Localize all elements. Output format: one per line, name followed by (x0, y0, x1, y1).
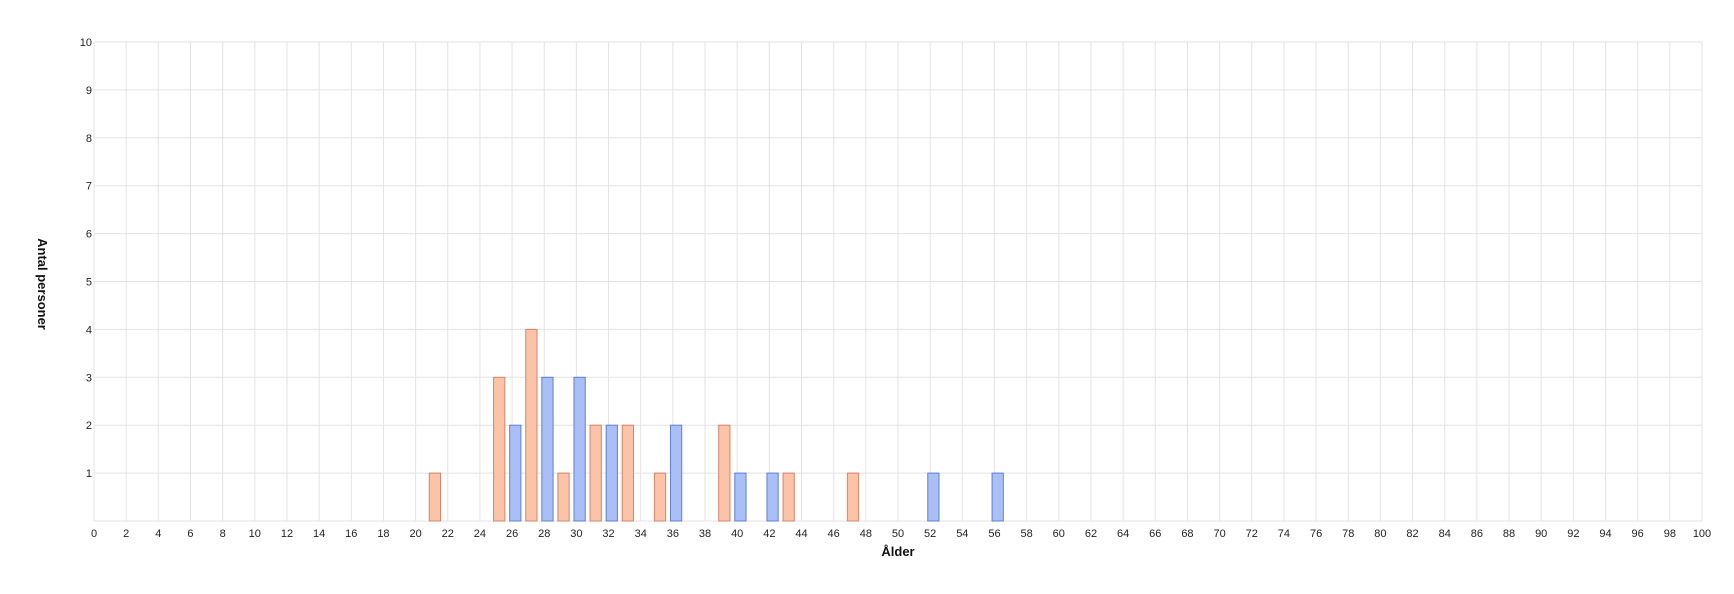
grid-lines (93, 41, 1703, 522)
x-tick-label: 42 (763, 528, 775, 540)
x-tick-label: 74 (1278, 528, 1290, 540)
x-tick-label: 66 (1149, 528, 1161, 540)
x-tick-label: 78 (1342, 528, 1354, 540)
bar-series-1 (621, 424, 634, 522)
x-tick-label: 28 (538, 528, 550, 540)
y-tick-label: 10 (80, 37, 92, 49)
bar-series-2 (605, 424, 618, 522)
x-tick-label: 46 (828, 528, 840, 540)
x-tick-label: 60 (1053, 528, 1065, 540)
x-tick-label: 96 (1632, 528, 1644, 540)
bar-series-1 (428, 472, 442, 522)
x-tick-label: 4 (155, 528, 161, 540)
y-tick-label: 6 (86, 229, 92, 241)
x-tick-label: 56 (988, 528, 1000, 540)
x-tick-label: 62 (1085, 528, 1097, 540)
bar-series-1 (653, 472, 667, 522)
x-tick-label: 40 (731, 528, 743, 540)
x-tick-label: 64 (1117, 528, 1129, 540)
bar-series-1 (557, 472, 570, 522)
bar-series-2 (573, 376, 586, 522)
bar-series-2 (991, 472, 1004, 522)
x-tick-label: 24 (474, 528, 486, 540)
bar-series-1 (718, 424, 731, 522)
x-tick-label: 88 (1503, 528, 1515, 540)
x-tick-label: 50 (892, 528, 904, 540)
x-tick-label: 92 (1567, 528, 1579, 540)
bar-series-1 (846, 472, 860, 522)
x-axis-title: Ålder (881, 544, 914, 559)
x-tick-label: 14 (313, 528, 325, 540)
x-tick-label: 20 (409, 528, 421, 540)
bar-series-1 (525, 328, 538, 522)
y-tick-label: 3 (86, 372, 92, 384)
x-tick-label: 54 (956, 528, 968, 540)
x-tick-label: 22 (442, 528, 454, 540)
bars (428, 328, 1004, 522)
x-tick-label: 90 (1535, 528, 1547, 540)
bar-series-1 (782, 472, 795, 522)
y-tick-label: 9 (86, 85, 92, 97)
bar-series-2 (669, 424, 683, 522)
x-tick-label: 70 (1213, 528, 1225, 540)
x-axis-ticks: 0 2 4 6 8 10 12 14 16 18 20 22 24 26 28 30 32 34 36 38 40 42 4… (91, 528, 1711, 540)
bar-series-2 (509, 424, 522, 522)
y-tick-label: 8 (86, 133, 92, 145)
x-tick-label: 32 (602, 528, 614, 540)
x-tick-label: 86 (1471, 528, 1483, 540)
x-tick-label: 80 (1374, 528, 1386, 540)
x-tick-label: 12 (281, 528, 293, 540)
x-tick-label: 100 (1693, 528, 1711, 540)
x-tick-label: 16 (345, 528, 357, 540)
bar-series-2 (766, 472, 779, 522)
x-tick-label: 8 (220, 528, 226, 540)
bar-series-2 (927, 472, 940, 522)
x-tick-label: 36 (667, 528, 679, 540)
bar-series-1 (493, 376, 506, 522)
bar-series-2 (734, 472, 747, 522)
y-tick-label: 5 (86, 277, 92, 289)
x-tick-label: 6 (187, 528, 193, 540)
x-tick-label: 98 (1664, 528, 1676, 540)
x-tick-label: 58 (1021, 528, 1033, 540)
y-axis-title: Antal personer (35, 238, 50, 330)
y-tick-label: 2 (86, 420, 92, 432)
x-tick-label: 52 (924, 528, 936, 540)
y-tick-label: 4 (86, 324, 92, 336)
x-tick-label: 18 (377, 528, 389, 540)
x-tick-label: 2 (123, 528, 129, 540)
x-tick-label: 34 (635, 528, 647, 540)
x-tick-label: 76 (1310, 528, 1322, 540)
y-tick-label: 7 (86, 181, 92, 193)
x-tick-label: 48 (860, 528, 872, 540)
x-tick-label: 72 (1246, 528, 1258, 540)
bar-series-1 (589, 424, 602, 522)
y-axis-ticks: 1 2 3 4 5 6 7 8 9 10 (80, 37, 92, 480)
y-tick-label: 1 (86, 468, 92, 480)
x-tick-label: 0 (91, 528, 97, 540)
x-tick-label: 68 (1181, 528, 1193, 540)
x-tick-label: 10 (249, 528, 261, 540)
x-tick-label: 84 (1439, 528, 1451, 540)
x-tick-label: 30 (570, 528, 582, 540)
x-tick-label: 44 (795, 528, 807, 540)
x-tick-label: 82 (1406, 528, 1418, 540)
x-tick-label: 38 (699, 528, 711, 540)
bar-series-2 (541, 376, 554, 522)
x-tick-label: 26 (506, 528, 518, 540)
x-tick-label: 94 (1599, 528, 1611, 540)
